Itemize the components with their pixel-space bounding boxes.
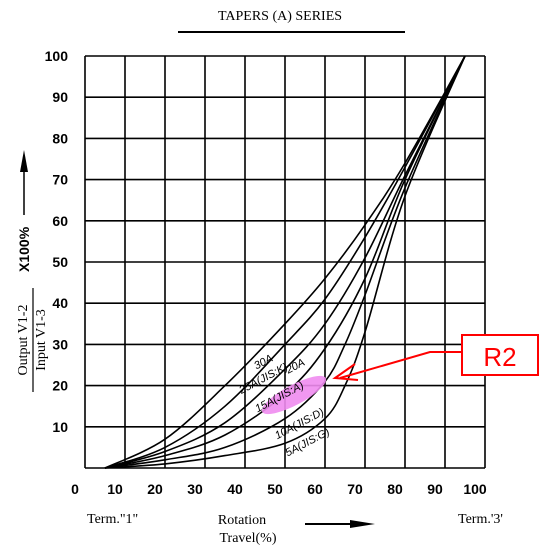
- y-axis-label: Output V1-2 Input V1-3: [16, 288, 49, 392]
- series-curve-5a-jis-g-: [104, 55, 466, 469]
- xlabel-travel: Travel(%): [219, 531, 276, 546]
- grid: [84, 55, 486, 469]
- x-tick-label: 50: [267, 481, 283, 497]
- y-tick-label: 50: [52, 254, 68, 270]
- series-curve-25a-jis-k-: [104, 55, 466, 469]
- y-tick-label: 80: [52, 130, 68, 146]
- y-tick-label: 100: [45, 48, 69, 64]
- series-curve-15a-jis-a-: [104, 55, 466, 469]
- r2-callout-leader: [339, 351, 462, 379]
- x-tick-label: 0: [71, 481, 79, 497]
- y-arrow-head: [20, 150, 28, 172]
- x-tick-label: 80: [387, 481, 403, 497]
- x-tick-labels: 0 10 20 30 40 50 60 70 80 90 100: [71, 481, 487, 497]
- x-arrow-head: [350, 520, 375, 528]
- curve-label: 20A: [283, 357, 307, 377]
- x-tick-label: 40: [227, 481, 243, 497]
- ylabel-factor: X100%: [16, 226, 32, 272]
- y-tick-label: 30: [52, 336, 68, 352]
- x-tick-label: 60: [307, 481, 323, 497]
- term-right-label: Term.'3': [458, 512, 503, 527]
- y-tick-labels: 10 20 30 40 50 60 70 80 90 100: [45, 48, 69, 435]
- x-tick-label: 100: [463, 481, 487, 497]
- xlabel-rotation: Rotation: [218, 513, 266, 528]
- chart-title: TAPERS (A) SERIES: [218, 9, 342, 24]
- series-curve-10a-jis-d-: [104, 55, 466, 469]
- y-tick-label: 40: [52, 295, 68, 311]
- r2-callout-arrow-head: [332, 363, 359, 381]
- r2-callout-label: R2: [483, 342, 516, 372]
- r2-callout-box: [461, 334, 539, 376]
- y-tick-label: 60: [52, 213, 68, 229]
- series-curve-20a: [104, 55, 466, 469]
- x-tick-label: 30: [187, 481, 203, 497]
- x-tick-label: 10: [107, 481, 123, 497]
- x-tick-label: 20: [147, 481, 163, 497]
- ylabel-top: Output V1-2: [16, 305, 31, 376]
- curves: [104, 55, 466, 469]
- y-tick-label: 20: [52, 378, 68, 394]
- x-tick-label: 90: [427, 481, 443, 497]
- y-tick-label: 90: [52, 89, 68, 105]
- term-left-label: Term."1": [87, 512, 138, 527]
- series-curve-30a: [104, 55, 466, 469]
- highlight-15a-jis-a: [261, 375, 327, 415]
- ylabel-bottom: Input V1-3: [34, 309, 49, 371]
- y-tick-label: 10: [52, 419, 68, 435]
- y-tick-label: 70: [52, 172, 68, 188]
- x-tick-label: 70: [347, 481, 363, 497]
